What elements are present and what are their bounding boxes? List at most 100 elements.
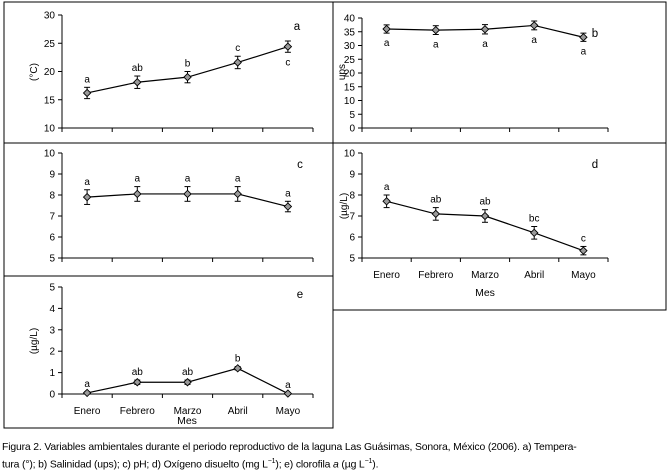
caption-line-2: tura (°); b) Salinidad (ups); c) pH; d) … (2, 455, 666, 472)
significance-label: a (285, 188, 291, 199)
x-tick-label: Enero (74, 406, 101, 417)
y-tick-label: 15 (344, 82, 356, 93)
significance-label: bc (529, 214, 540, 225)
data-point (233, 364, 242, 373)
y-tick-label: 5 (349, 110, 355, 121)
y-tick-label: 5 (49, 254, 55, 265)
panel-letter: b (592, 28, 598, 40)
data-point (529, 228, 539, 238)
data-point (382, 24, 391, 34)
y-tick-label: 7 (349, 212, 355, 223)
data-point (233, 189, 242, 199)
panel-letter: d (592, 159, 598, 171)
y-tick-label: 5 (349, 254, 355, 265)
y-tick-label: 6 (49, 233, 55, 244)
significance-label: c (285, 57, 290, 68)
x-tick-label: Mayo (571, 270, 596, 281)
data-point (233, 58, 242, 67)
significance-label: b (235, 354, 241, 365)
chart-panel-c: 5 6 7 8 9 10 c a a a a a (44, 149, 314, 265)
significance-label: ab (132, 63, 144, 74)
y-tick-label: 7 (49, 212, 55, 223)
significance-label: a (384, 182, 390, 193)
data-point (283, 202, 293, 211)
significance-label: ab (182, 367, 194, 378)
data-point (133, 189, 142, 199)
y-tick-label: 40 (344, 14, 356, 25)
data-point (480, 211, 490, 221)
series-line (386, 200, 584, 252)
data-point (579, 33, 588, 42)
caption-line-2-start: tura (°); b) Salinidad (ups); c) pH; d) … (2, 458, 268, 470)
y-tick-label: 25 (344, 55, 356, 66)
y-tick-label: 10 (44, 149, 56, 160)
y-tick-label: 30 (344, 41, 356, 52)
y-tick-label: 3 (49, 325, 55, 336)
x-tick-label: Febrero (120, 406, 155, 417)
significance-label: a (84, 379, 90, 390)
y-tick-label: 25 (44, 39, 56, 50)
data-point (283, 42, 293, 51)
significance-label: a (135, 174, 141, 185)
significance-label: a (531, 35, 537, 46)
chart-panel-d: 5 6 7 8 9 10 Enero Febrero Marzo Abril Mayo (µg/L) M… (339, 149, 609, 299)
caption-sup-2: −1 (364, 457, 373, 465)
y-tick-label: 35 (344, 27, 356, 38)
y-tick-label: 6 (349, 233, 355, 244)
figure-caption: Figura 2. Variables ambientales durante … (2, 441, 666, 471)
x-tick-label: Enero (373, 270, 400, 281)
data-point (431, 209, 441, 219)
caption-line-2-mid2: (µg L (338, 458, 365, 470)
panel-letter: a (294, 21, 301, 33)
series-line (86, 46, 289, 94)
significance-label: a (433, 40, 439, 51)
significance-label: a (84, 177, 90, 188)
data-point (283, 389, 293, 398)
data-point (82, 388, 92, 398)
y-axis-label: (°C) (29, 63, 40, 81)
panel-letter: e (297, 289, 303, 301)
data-point (133, 377, 142, 387)
y-tick-label: 9 (49, 170, 55, 181)
y-tick-label: 10 (44, 124, 56, 135)
x-tick-label: Abril (228, 406, 248, 417)
y-tick-label: 4 (49, 304, 55, 315)
data-point (82, 88, 92, 98)
significance-label: a (482, 39, 488, 50)
data-point (431, 25, 441, 35)
y-tick-label: 9 (349, 170, 355, 181)
significance-label: a (235, 174, 241, 185)
y-axis-label: ups (337, 64, 348, 80)
panel-frame-top-right (332, 1, 667, 144)
data-point (133, 77, 142, 87)
y-axis-label: (µg/L) (339, 193, 350, 219)
chart-panel-e: 0 1 2 3 4 5 Enero Febrero Marzo Abril Mayo (µg/L) Me… (29, 283, 314, 427)
caption-line-2-end: ). (372, 458, 379, 470)
x-axis-label: Mes (475, 287, 495, 299)
significance-label: a (384, 38, 390, 49)
caption-line-1: Figura 2. Variables ambientales durante … (2, 441, 666, 455)
y-tick-label: 5 (49, 283, 55, 294)
x-tick-label: Marzo (174, 406, 202, 417)
y-tick-label: 10 (344, 149, 356, 160)
x-tick-label: Marzo (471, 270, 499, 281)
y-tick-label: 1 (49, 368, 55, 379)
significance-label: a (285, 380, 291, 391)
panel-frame-middle-right (332, 142, 667, 311)
panel-frame-bottom-left (3, 275, 334, 429)
data-point (579, 246, 588, 255)
data-point (183, 377, 192, 387)
significance-label: c (235, 43, 240, 54)
data-point (529, 21, 539, 30)
y-tick-label: 0 (49, 390, 55, 401)
significance-label: ab (430, 195, 442, 206)
y-tick-label: 0 (349, 124, 355, 135)
data-point (382, 197, 391, 206)
significance-label: c (581, 233, 586, 244)
y-tick-label: 30 (44, 11, 56, 22)
data-point (183, 189, 192, 199)
x-tick-label: Abril (524, 270, 544, 281)
significance-label: a (185, 174, 191, 185)
